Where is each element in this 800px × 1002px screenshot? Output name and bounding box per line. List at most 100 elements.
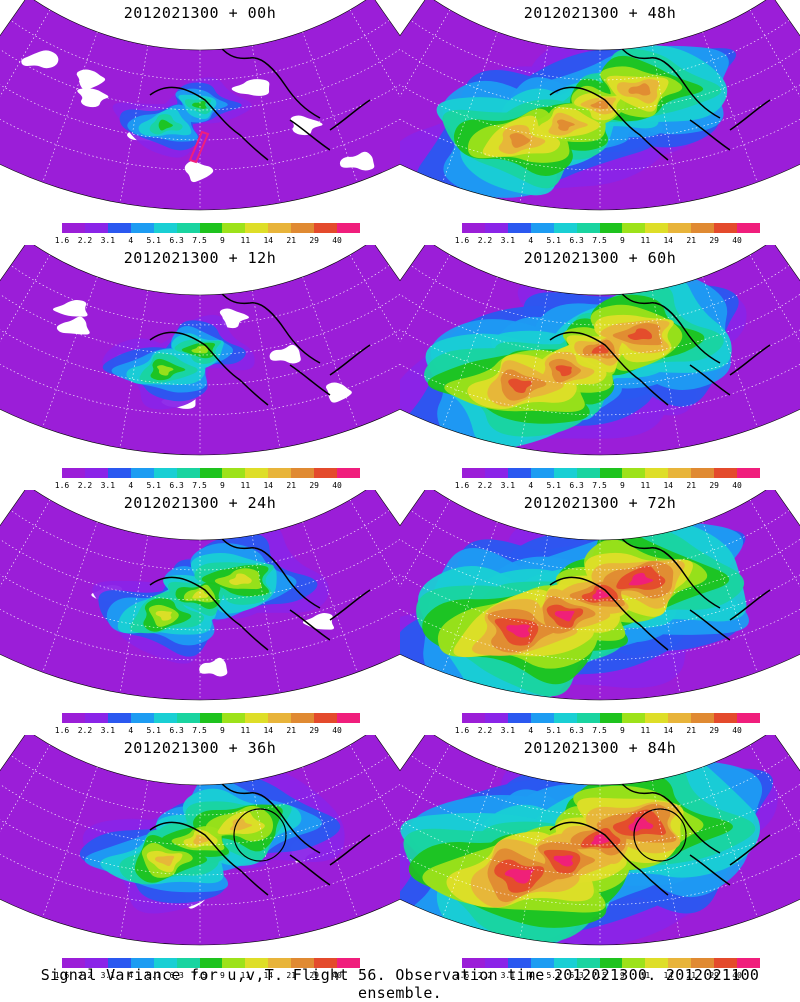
colorbar-labels: 1.6 2.2 3.1 4 5.1 6.3 7.5 9 11 14 21 29 40 [455, 726, 760, 736]
flight-track [188, 130, 210, 164]
colorbar-swatch [291, 958, 315, 968]
colorbar [462, 468, 760, 478]
coastline [549, 529, 771, 651]
panel-title: 2012021300 + 48h [523, 4, 677, 22]
colorbar-tick-label: 11 [240, 236, 251, 245]
colorbar-labels: 1.6 2.2 3.1 4 5.1 6.3 7.5 9 11 14 21 29 40 [455, 971, 760, 981]
colorbar-tick-label: 1.6 [54, 971, 70, 980]
colorbar-tick-label: 6.3 [569, 481, 584, 490]
colorbar-swatch [153, 958, 177, 968]
colorbar-swatch [691, 713, 715, 723]
colorbar-tick-label: 3.1 [500, 971, 516, 980]
colorbar-swatch [130, 468, 154, 478]
colorbar-tick-label: 5.1 [146, 726, 161, 735]
colorbar-tick-label: 3.1 [100, 481, 116, 490]
colorbar-tick-label: 1.6 [54, 726, 70, 735]
map-panel-60h: 2012021300 + 60h 1.6 2.2 3.1 4 5.1 6.3 7.5 9 11 1… [400, 245, 800, 490]
colorbar-swatch [530, 223, 554, 233]
colorbar-tick-label: 14 [663, 236, 674, 245]
colorbar-swatch [622, 468, 646, 478]
colorbar-swatch [268, 958, 292, 968]
colorbar-swatch [153, 223, 177, 233]
colorbar-tick-label: 40 [332, 481, 342, 490]
colorbar-tick-label: 6.3 [569, 236, 584, 245]
variance-field [0, 490, 400, 700]
colorbar-swatch [530, 958, 554, 968]
colorbar-tick-label: 11 [640, 481, 651, 490]
colorbar-swatch [622, 713, 646, 723]
map-panel-12h: 2012021300 + 12h 1.6 2.2 3.1 4 5.1 6.3 7.5 9 11 1… [0, 245, 400, 490]
colorbar-tick-label: 1.6 [454, 481, 470, 490]
colorbar [62, 223, 360, 233]
figure-caption: Signal Variance for u,v,T. Flight 56. Ob… [40, 966, 760, 1002]
colorbar-tick-label: 4 [528, 481, 534, 490]
colorbar-swatch [737, 223, 760, 233]
colorbar-swatch [62, 468, 85, 478]
colorbar-tick-label: 14 [663, 481, 674, 490]
colorbar-swatch [130, 223, 154, 233]
variance-map [400, 490, 800, 701]
panel-title: 2012021300 + 00h [123, 4, 277, 22]
colorbar-swatch [268, 468, 292, 478]
colorbar-tick-label: 5.1 [546, 236, 561, 245]
colorbar-tick-label: 9 [220, 971, 225, 980]
colorbar-swatch [530, 468, 554, 478]
colorbar-swatch [484, 223, 508, 233]
colorbar-swatch [62, 223, 85, 233]
colorbar-labels: 1.6 2.2 3.1 4 5.1 6.3 7.5 9 11 14 21 29 40 [55, 971, 360, 981]
colorbar-tick-label: 2.2 [477, 726, 493, 735]
colorbar-swatch [314, 223, 338, 233]
colorbar-tick-label: 21 [286, 236, 297, 245]
colorbar-tick-label: 7.5 [192, 236, 207, 245]
colorbar-swatch [714, 713, 738, 723]
colorbar-tick-label: 6.3 [169, 726, 184, 735]
colorbar-swatch [222, 958, 246, 968]
colorbar-swatch [176, 223, 200, 233]
colorbar-swatch [62, 713, 85, 723]
colorbar-tick-label: 2.2 [77, 726, 93, 735]
map-panel-48h: 2012021300 + 48h 1.6 2.2 3.1 4 5.1 6.3 7.5 9 11 1… [400, 0, 800, 245]
colorbar-swatch [291, 468, 315, 478]
colorbar-swatch [107, 713, 131, 723]
variance-field [400, 490, 800, 700]
colorbar-tick-label: 21 [286, 726, 297, 735]
colorbar-tick-label: 4 [128, 726, 134, 735]
colorbar-tick-label: 29 [709, 481, 719, 490]
colorbar-tick-label: 40 [332, 236, 342, 245]
colorbar-swatch [622, 958, 646, 968]
colorbar-swatch [599, 958, 623, 968]
colorbar-labels: 1.6 2.2 3.1 4 5.1 6.3 7.5 9 11 14 21 29 40 [55, 481, 360, 491]
colorbar-tick-label: 9 [620, 971, 625, 980]
colorbar-tick-label: 2.2 [77, 971, 93, 980]
colorbar-swatch [337, 958, 360, 968]
colorbar-tick-label: 3.1 [100, 236, 116, 245]
panel-title: 2012021300 + 60h [523, 249, 677, 267]
colorbar-tick-label: 4 [128, 481, 134, 490]
colorbar-swatch [645, 223, 669, 233]
colorbar-swatch [268, 713, 292, 723]
variance-field [0, 0, 400, 210]
colorbar-swatch [222, 468, 246, 478]
panel-title: 2012021300 + 84h [523, 739, 677, 757]
colorbar-swatch [84, 468, 108, 478]
colorbar-tick-label: 14 [663, 971, 674, 980]
colorbar-tick-label: 40 [732, 726, 742, 735]
colorbar-tick-label: 4 [128, 236, 134, 245]
colorbar-swatch [153, 468, 177, 478]
colorbar-tick-label: 40 [732, 971, 742, 980]
colorbar-tick-label: 14 [263, 971, 274, 980]
colorbar-tick-label: 9 [220, 481, 225, 490]
colorbar-tick-label: 9 [220, 726, 225, 735]
coastline [149, 39, 371, 161]
colorbar-tick-label: 6.3 [169, 236, 184, 245]
colorbar-swatch [553, 223, 577, 233]
colorbar-swatch [484, 713, 508, 723]
colorbar-swatch [462, 713, 485, 723]
colorbar-labels: 1.6 2.2 3.1 4 5.1 6.3 7.5 9 11 14 21 29 40 [455, 236, 760, 246]
colorbar-tick-label: 5.1 [546, 481, 561, 490]
colorbar-swatch [107, 958, 131, 968]
colorbar-swatch [314, 468, 338, 478]
colorbar-swatch [84, 223, 108, 233]
colorbar-tick-label: 4 [128, 971, 134, 980]
colorbar-tick-label: 21 [286, 971, 297, 980]
